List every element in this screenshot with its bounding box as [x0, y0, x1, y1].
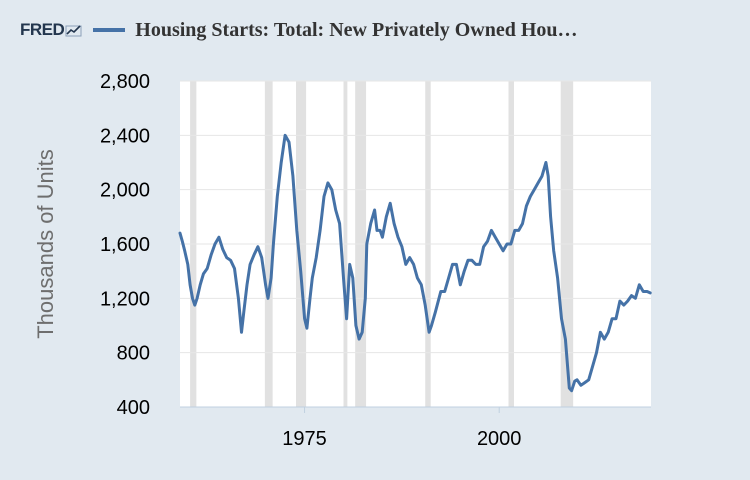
series-group [178, 133, 652, 393]
chart-header: FRED Housing Starts: Total: New Privatel… [20, 16, 578, 44]
y-axis-label: Thousands of Units [33, 149, 58, 339]
y-tick-labels: 400 800 1,200 1,600 2,000 2,400 2,800 [100, 71, 150, 419]
x-tick-label: 1975 [282, 428, 327, 450]
legend-series-line [93, 28, 126, 32]
y-tick-label: 2,800 [100, 71, 150, 93]
chart-title[interactable]: Housing Starts: Total: New Privately Own… [135, 18, 578, 41]
y-tick-label: 2,000 [100, 180, 150, 202]
fred-logo-text: FRED [20, 20, 65, 39]
series-line-0[interactable] [178, 133, 652, 393]
y-tick-label: 1,200 [100, 288, 150, 310]
y-tick-label: 1,600 [100, 234, 150, 256]
fred-logo[interactable]: FRED [20, 20, 83, 40]
y-tick-label: 800 [117, 343, 150, 365]
gridlines [180, 80, 651, 354]
y-tick-label: 400 [117, 397, 150, 419]
x-tick-label: 2000 [477, 428, 522, 450]
y-tick-label: 2,400 [100, 125, 150, 147]
x-tick-labels: 1975 2000 [282, 407, 521, 450]
fred-logo-graph-icon [65, 25, 82, 37]
